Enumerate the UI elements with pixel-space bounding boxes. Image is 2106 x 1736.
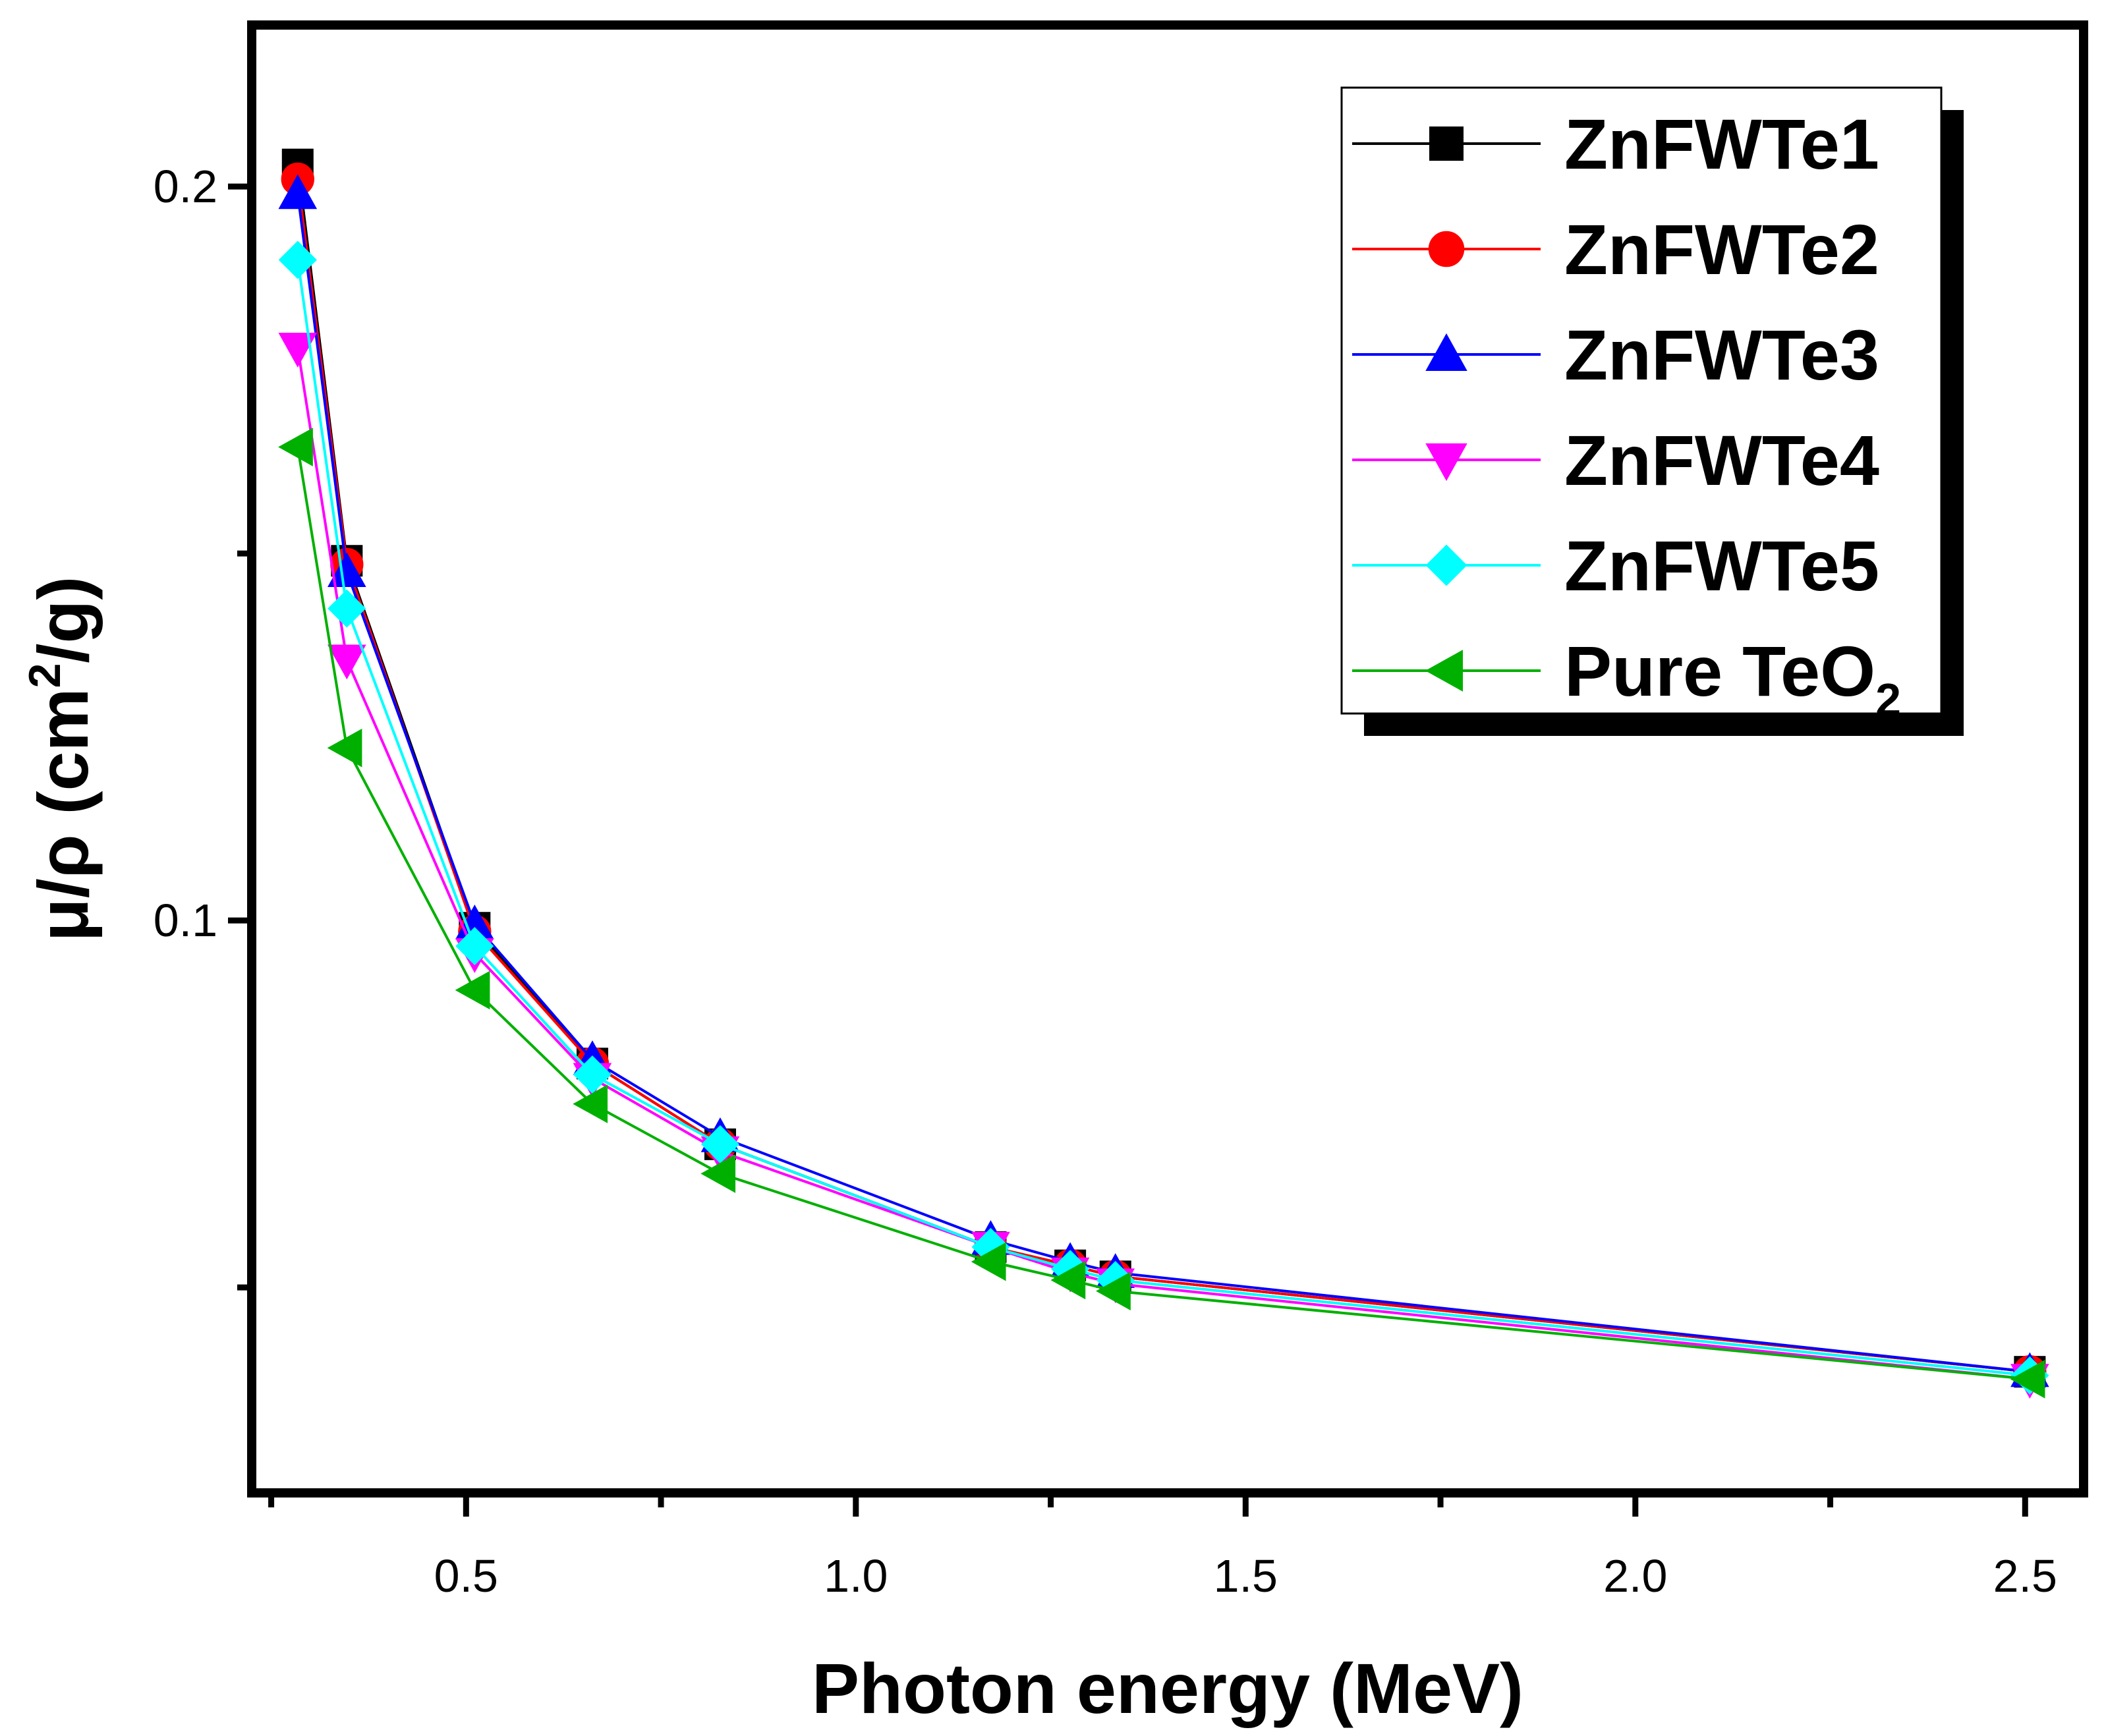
y-tick-label: 0.2	[154, 161, 217, 212]
y-tick-label: 0.1	[154, 895, 217, 946]
x-tick-label: 2.0	[1603, 1550, 1667, 1602]
plot-frame	[247, 20, 2088, 1498]
legend-item-1: ZnFWTe1	[1352, 104, 1879, 184]
data-point	[278, 174, 318, 210]
legend-label-text: ZnFWTe2	[1564, 210, 1879, 289]
data-point	[327, 728, 362, 768]
data-point	[573, 1084, 608, 1123]
legend-marker	[1425, 333, 1467, 371]
x-tick-label: 2.5	[1993, 1550, 2057, 1602]
y-axis-title-tail: /g)	[23, 576, 103, 663]
data-point	[1050, 1260, 1086, 1300]
legend-label-text: ZnFWTe3	[1564, 315, 1879, 395]
legend-label-text: ZnFWTe5	[1564, 526, 1879, 605]
data-point	[971, 1242, 1006, 1281]
legend-item-2: ZnFWTe2	[1352, 210, 1879, 289]
data-point	[455, 970, 490, 1010]
legend-box	[1340, 86, 1943, 715]
x-tick-label: 1.5	[1214, 1550, 1278, 1602]
data-point	[700, 1154, 736, 1193]
legend-marker	[1425, 650, 1463, 692]
legend-label-text: ZnFWTe4	[1564, 420, 1879, 500]
legend-marker	[1425, 544, 1467, 586]
legend-label: Pure TeO2	[1564, 631, 1901, 725]
x-tick-label: 0.5	[434, 1550, 498, 1602]
y-axis-title: μ/ρ (cm2/g)	[20, 576, 103, 942]
legend-label: ZnFWTe1	[1564, 104, 1879, 184]
legend-label-text: ZnFWTe1	[1564, 104, 1879, 184]
data-point	[327, 589, 366, 628]
legend-label-subscript: 2	[1875, 674, 1901, 725]
y-axis-title-main: μ/ρ (cm	[23, 688, 103, 941]
legend-label: ZnFWTe5	[1564, 526, 1879, 605]
data-point	[327, 644, 366, 680]
data-point	[278, 428, 313, 466]
legend-label-text: Pure TeO	[1564, 631, 1875, 711]
data-point	[2010, 1360, 2045, 1399]
legend-item-6: Pure TeO2	[1352, 631, 1901, 725]
series-6	[278, 428, 2045, 1399]
x-axis-title: Photon energy (MeV)	[812, 1648, 1523, 1728]
legend-marker	[1425, 443, 1467, 482]
legend-item-4: ZnFWTe4	[1352, 420, 1879, 500]
legend-item-5: ZnFWTe5	[1352, 526, 1879, 605]
legend-label: ZnFWTe4	[1564, 420, 1879, 500]
legend-marker	[1428, 231, 1465, 267]
data-point	[327, 552, 366, 588]
x-tick-label: 1.0	[824, 1550, 888, 1602]
data-point	[278, 333, 318, 368]
legend-label: ZnFWTe3	[1564, 315, 1879, 395]
data-point	[278, 240, 317, 279]
y-axis-title-superscript: 2	[20, 663, 70, 688]
data-point	[573, 1055, 612, 1094]
data-point	[455, 927, 494, 966]
data-point	[1096, 1272, 1131, 1310]
legend-label: ZnFWTe2	[1564, 210, 1879, 289]
data-point	[700, 1125, 739, 1163]
legend-marker	[1429, 126, 1464, 161]
legend-item-3: ZnFWTe3	[1352, 315, 1879, 395]
